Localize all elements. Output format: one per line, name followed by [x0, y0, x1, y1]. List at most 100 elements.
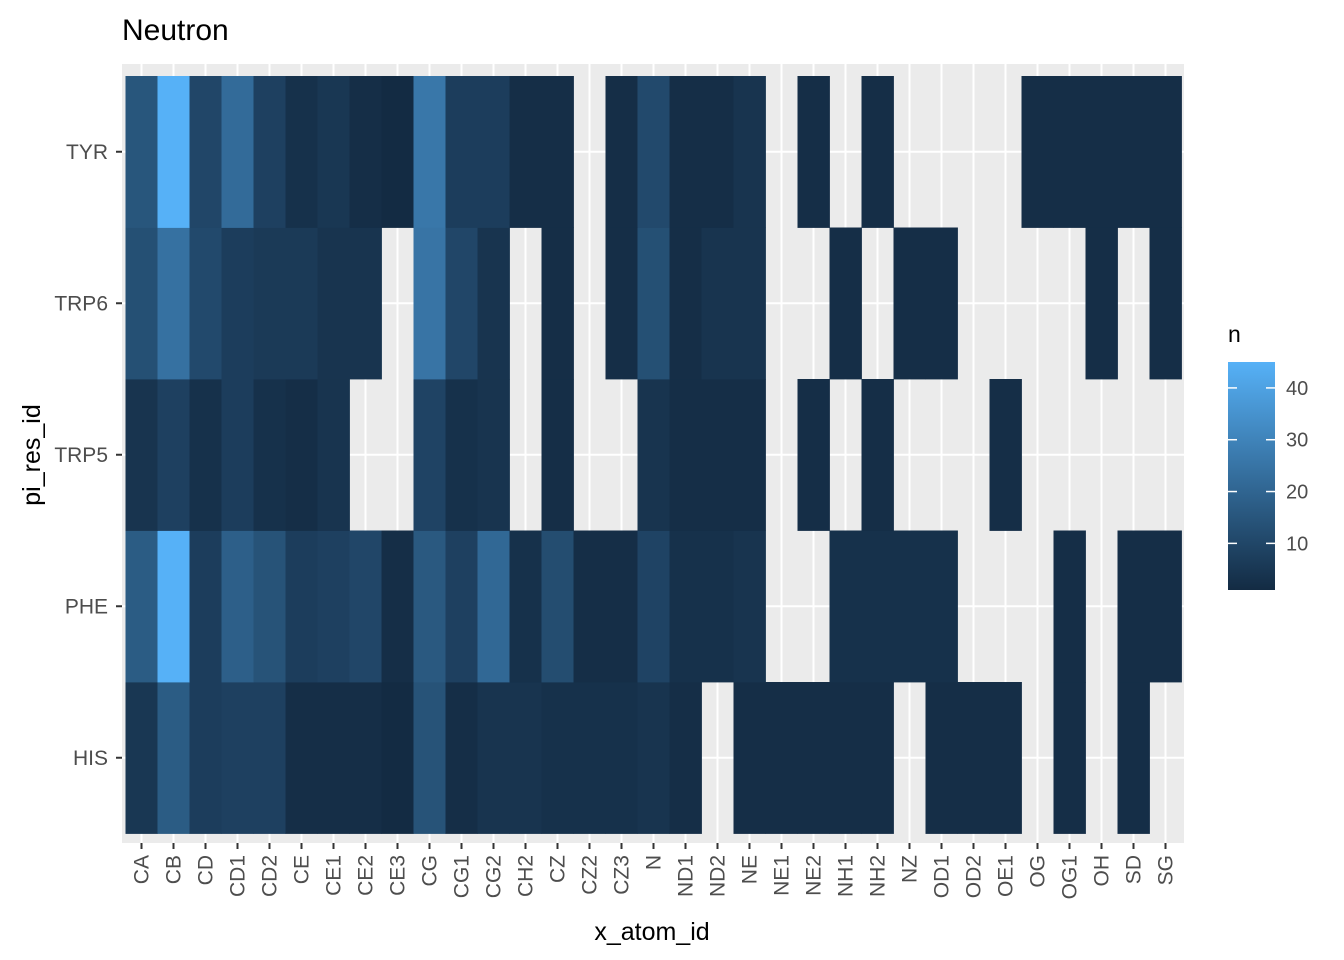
y-tick-label: TRP6	[54, 292, 108, 315]
heatmap-cell-PHE-CD1	[221, 530, 254, 683]
heatmap-cell-PHE-CZ3	[605, 530, 638, 683]
heatmap-cell-PHE-CE	[285, 530, 318, 683]
y-tick-label: HIS	[73, 747, 108, 770]
heatmap-cell-TYR-CD1	[221, 76, 254, 228]
heatmap-cell-HIS-CG1	[445, 682, 478, 834]
chart-title: Neutron	[122, 14, 229, 47]
heatmap-cell-TYR-ND2	[701, 76, 734, 228]
x-tick-label: OE1	[995, 855, 1018, 897]
heatmap-cell-PHE-N	[637, 530, 670, 683]
heatmap-cell-TYR-CG1	[445, 76, 478, 228]
heatmap-cell-TYR-CD2	[253, 76, 286, 228]
heatmap-cell-HIS-CZ	[541, 682, 574, 834]
x-tick-label: OD2	[963, 855, 986, 898]
heatmap-cell-HIS-ND1	[669, 682, 702, 834]
heatmap-cell-TRP6-CD2	[253, 227, 286, 380]
heatmap-cell-TRP6-CG	[413, 227, 446, 380]
heatmap-cell-TYR-NE	[733, 76, 766, 228]
heatmap-cell-PHE-CG2	[477, 530, 510, 683]
heatmap-cell-TYR-CA	[125, 76, 158, 228]
heatmap-cell-PHE-CZ2	[573, 530, 606, 683]
heatmap-cell-TRP5-CD1	[221, 379, 254, 531]
heatmap-cell-HIS-CE1	[317, 682, 350, 834]
heatmap-cell-TYR-OH	[1085, 76, 1118, 228]
heatmap-cell-HIS-CD1	[221, 682, 254, 834]
heatmap-cell-TYR-ND1	[669, 76, 702, 228]
heatmap-cell-HIS-CB	[157, 682, 190, 834]
heatmap-cell-HIS-OG1	[1053, 682, 1086, 834]
x-tick-label: ND1	[675, 855, 698, 897]
heatmap-cell-TYR-CG2	[477, 76, 510, 228]
heatmap-cell-PHE-CZ	[541, 530, 574, 683]
x-tick-label: ND2	[707, 855, 730, 897]
heatmap-cell-TRP6-NZ	[893, 227, 926, 380]
y-axis-title: pi_res_id	[18, 404, 46, 505]
heatmap-cell-HIS-SD	[1117, 682, 1150, 834]
x-tick-label: CG1	[451, 855, 474, 898]
heatmap-cell-TRP5-N	[637, 379, 670, 531]
heatmap-cell-TRP5-ND1	[669, 379, 702, 531]
heatmap-cell-TRP5-ND2	[701, 379, 734, 531]
heatmap-cell-HIS-NE1	[765, 682, 798, 834]
x-tick-label: CD2	[259, 855, 282, 897]
x-tick-label: N	[643, 855, 666, 870]
heatmap-cell-TRP6-ND1	[669, 227, 702, 380]
color-legend: n 10 20 30 40	[1228, 321, 1308, 590]
heatmap-cell-HIS-CD2	[253, 682, 286, 834]
heatmap-cell-PHE-CG1	[445, 530, 478, 683]
heatmap-cell-TRP6-CB	[157, 227, 190, 380]
heatmap-cell-PHE-CG	[413, 530, 446, 683]
x-tick-label: NH2	[867, 855, 890, 897]
x-tick-label: OG	[1027, 855, 1050, 888]
heatmap-cell-PHE-OG1	[1053, 530, 1086, 683]
heatmap-cell-TYR-CH2	[509, 76, 542, 228]
x-tick-label: NH1	[835, 855, 858, 897]
heatmap-cell-HIS-NE2	[797, 682, 830, 834]
y-tick-label: TRP5	[54, 444, 108, 467]
x-tick-label: SG	[1155, 855, 1178, 885]
heatmap-cell-TYR-CE2	[349, 76, 382, 228]
heatmap-cell-HIS-NH1	[829, 682, 862, 834]
heatmap-cell-HIS-OD2	[957, 682, 990, 834]
heatmap-cell-PHE-CE2	[349, 530, 382, 683]
x-tick-label: CB	[163, 855, 186, 884]
heatmap-cell-HIS-CH2	[509, 682, 542, 834]
x-tick-label: CE1	[323, 855, 346, 896]
heatmap-cell-TYR-CG	[413, 76, 446, 228]
heatmap-cell-TRP5-CG	[413, 379, 446, 531]
x-tick-label: CH2	[515, 855, 538, 897]
heatmap-cell-TRP5-CE1	[317, 379, 350, 531]
x-axis-title: x_atom_id	[594, 918, 709, 946]
heatmap-cell-PHE-NE	[733, 530, 766, 683]
heatmap-cell-HIS-CG	[413, 682, 446, 834]
legend-colorbar	[1228, 362, 1275, 590]
x-tick-label: CE3	[387, 855, 410, 896]
x-axis: CA CB CD CD1 CD2 CE CE1 CE2 CE3 CG CG1 CG2 CH2 CZ CZ2 C…	[131, 843, 1178, 899]
heatmap-cells	[125, 76, 1182, 834]
x-tick-label: CZ3	[611, 855, 634, 895]
heatmap-cell-TYR-NE2	[797, 76, 830, 228]
heatmap-cell-HIS-CE3	[381, 682, 414, 834]
heatmap-cell-PHE-ND2	[701, 530, 734, 683]
x-tick-label: NZ	[899, 855, 922, 883]
heatmap-cell-PHE-OD1	[925, 530, 958, 683]
legend-tick-label: 10	[1286, 533, 1308, 555]
heatmap-cell-TYR-CE	[285, 76, 318, 228]
heatmap-cell-HIS-OD1	[925, 682, 958, 834]
heatmap-cell-TRP5-CG1	[445, 379, 478, 531]
heatmap-cell-TRP6-NE	[733, 227, 766, 380]
heatmap-cell-TRP5-CD2	[253, 379, 286, 531]
heatmap-cell-PHE-CA	[125, 530, 158, 683]
heatmap-cell-TYR-CE3	[381, 76, 414, 228]
x-tick-label: OD1	[931, 855, 954, 898]
heatmap-cell-TYR-NH2	[861, 76, 894, 228]
heatmap-cell-TRP6-OD1	[925, 227, 958, 380]
legend-title: n	[1228, 321, 1241, 347]
heatmap-cell-HIS-CZ2	[573, 682, 606, 834]
heatmap-cell-PHE-CE1	[317, 530, 350, 683]
heatmap-cell-TRP6-CD	[189, 227, 222, 380]
x-tick-label: NE1	[771, 855, 794, 896]
heatmap-cell-TRP6-NH1	[829, 227, 862, 380]
heatmap-cell-TYR-CZ3	[605, 76, 638, 228]
